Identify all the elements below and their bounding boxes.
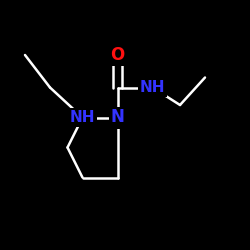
Text: N: N (110, 108, 124, 126)
Text: NH: NH (140, 80, 165, 95)
Text: O: O (110, 46, 124, 64)
Text: NH: NH (70, 110, 95, 125)
